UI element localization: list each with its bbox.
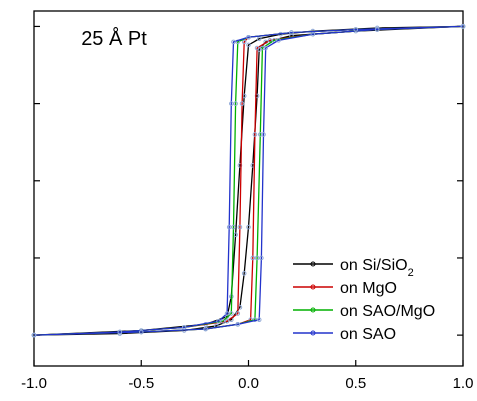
series-0-point-22 [237,163,243,168]
x-tick-label-3: 0.5 [345,375,366,392]
legend-label-main-1: on MgO [340,280,397,297]
x-axis-ticks: -1.0 -0.5 0.0 0.5 1.0 [21,360,473,392]
series-3-point-4 [256,317,262,322]
plot-frame [33,10,464,367]
series-layer [31,24,466,338]
legend-label-main-0: on Si/SiO [340,257,408,274]
series-2-point-5 [254,255,260,261]
series-1-point-6 [252,132,258,137]
series-1-point-20 [224,318,230,324]
legend-label-sub-0: 2 [408,267,414,279]
x-tick-label-0: -1.0 [21,375,47,392]
legend-label-main-3: on SAO [340,326,396,343]
legend-marker-1 [310,284,316,290]
series-0-point-25 [224,314,230,319]
series-1-point-17 [239,101,245,106]
series-2-point-19 [229,311,234,316]
legend-marker-2 [310,307,316,313]
series-3-point-16 [231,39,236,45]
legend-label-3: on SAO [340,326,396,343]
series-3-point-15 [246,34,251,40]
series-3-point-18 [226,224,232,230]
series-3-point-10 [374,27,380,32]
series-3-point-22 [117,329,123,335]
series-3-point-13 [353,27,359,32]
series-3-point-20 [216,318,221,324]
series-3-point-21 [181,325,187,330]
legend-marker-0 [310,261,316,267]
series-2-point-17 [233,101,238,106]
series-0-point-19 [256,36,262,42]
series-1-point-16 [241,39,247,45]
series-3-point-2 [203,326,208,332]
legend-label-main-2: on SAO/MgO [340,303,435,320]
series-line-3 [33,25,464,336]
series-3-point-14 [289,30,294,35]
series-3-point-6 [261,132,266,137]
series-3-point-9 [310,31,316,37]
series-0-point-6 [241,271,247,276]
series-3-point-3 [235,322,241,327]
series-0-point-7 [246,224,251,230]
series-1-point-19 [235,311,241,316]
series-3-point-7 [263,45,268,51]
sample-annotation: 25 Å Pt [81,27,147,50]
series-3-point-12 [460,24,466,29]
series-3-point-1 [138,329,144,335]
series-1-point-18 [237,224,243,230]
series-3-point-19 [224,311,230,316]
x-tick-label-4: 1.0 [453,375,474,392]
series-3-point-23 [31,332,37,338]
series-1-point-7 [254,45,260,51]
x-tick-label-2: 0.0 [238,375,259,392]
series-0-point-20 [246,42,251,48]
series-2-point-18 [231,224,236,230]
series-1-point-8 [267,38,273,43]
legend-label-0: on Si/SiO2 [340,257,414,279]
series-3-point-17 [229,101,234,106]
x-tick-label-1: -0.5 [128,375,154,392]
legend-marker-3 [310,330,316,336]
series-1-point-5 [250,255,256,261]
series-2-point-20 [220,318,226,324]
series-3-point-5 [259,255,264,261]
legend-label-2: on SAO/MgO [340,303,435,320]
series-3-point-8 [276,38,281,43]
legend-label-1: on MgO [340,280,397,297]
